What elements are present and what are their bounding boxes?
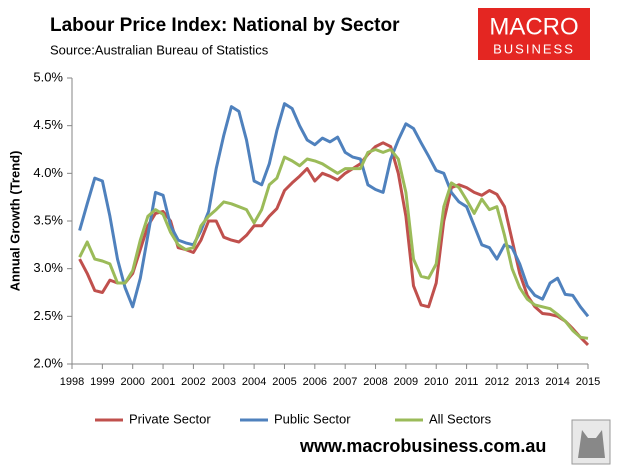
x-tick-label: 2005 <box>272 376 296 388</box>
x-tick-label: 2006 <box>303 376 327 388</box>
x-tick-label: 2014 <box>545 376 569 388</box>
legend-label: Private Sector <box>129 411 211 426</box>
series-line <box>78 148 589 340</box>
x-tick-label: 2003 <box>212 376 236 388</box>
x-tick-label: 2010 <box>424 376 448 388</box>
x-tick-label: 2015 <box>576 376 600 388</box>
legend-label: Public Sector <box>274 411 351 426</box>
y-tick-label: 5.0% <box>33 69 63 84</box>
logo-text: BUSINESS <box>493 41 575 56</box>
x-tick-label: 2002 <box>181 376 205 388</box>
chart-title: Labour Price Index: National by Sector <box>50 15 400 36</box>
logo-text: MACRO <box>489 13 578 40</box>
legend-label: All Sectors <box>429 411 492 426</box>
x-tick-label: 1998 <box>60 376 84 388</box>
footer: www.macrobusiness.com.au <box>299 436 546 456</box>
x-tick-label: 2013 <box>515 376 539 388</box>
y-tick-label: 4.0% <box>33 165 63 180</box>
series-line <box>78 141 590 346</box>
x-tick-label: 2012 <box>485 376 509 388</box>
y-tick-label: 3.5% <box>33 212 63 227</box>
y-tick-label: 2.0% <box>33 355 63 370</box>
x-tick-label: 2000 <box>120 376 144 388</box>
y-tick-label: 3.0% <box>33 260 63 275</box>
y-tick-label: 2.5% <box>33 308 63 323</box>
wolf-icon <box>578 430 605 458</box>
x-tick-label: 1999 <box>90 376 114 388</box>
x-tick-label: 2007 <box>333 376 357 388</box>
x-tick-label: 2001 <box>151 376 175 388</box>
x-tick-label: 2009 <box>394 376 418 388</box>
y-tick-label: 4.5% <box>33 117 63 132</box>
x-tick-label: 2008 <box>363 376 387 388</box>
source: Source:Australian Bureau of Statistics <box>50 42 269 57</box>
series-line <box>78 102 590 318</box>
x-tick-label: 2004 <box>242 376 266 388</box>
logo-box <box>478 8 590 60</box>
y-axis-label: Annual Growth (Trend) <box>7 151 22 292</box>
x-tick-label: 2011 <box>455 376 479 388</box>
